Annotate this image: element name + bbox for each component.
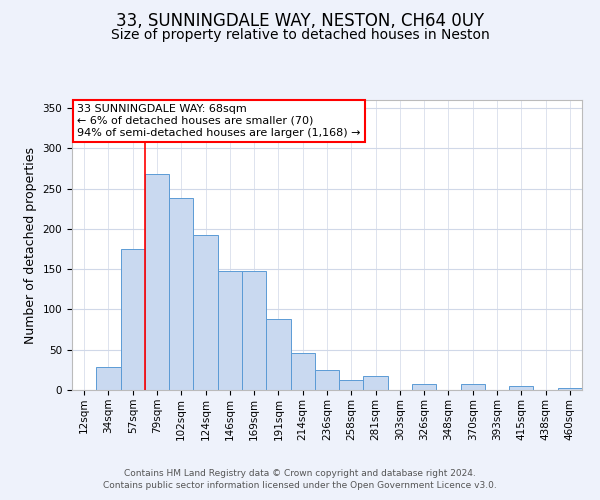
Bar: [145, 174, 169, 390]
Bar: [169, 198, 193, 390]
Text: Size of property relative to detached houses in Neston: Size of property relative to detached ho…: [110, 28, 490, 42]
Y-axis label: Number of detached properties: Number of detached properties: [24, 146, 37, 344]
Bar: [218, 271, 242, 390]
Bar: [558, 388, 582, 390]
Bar: [339, 380, 364, 390]
Bar: [315, 370, 339, 390]
Bar: [96, 368, 121, 390]
Bar: [509, 386, 533, 390]
Bar: [412, 384, 436, 390]
Text: Contains HM Land Registry data © Crown copyright and database right 2024.: Contains HM Land Registry data © Crown c…: [124, 468, 476, 477]
Bar: [364, 376, 388, 390]
Bar: [461, 384, 485, 390]
Bar: [121, 249, 145, 390]
Bar: [266, 319, 290, 390]
Bar: [242, 271, 266, 390]
Text: Contains public sector information licensed under the Open Government Licence v3: Contains public sector information licen…: [103, 481, 497, 490]
Text: 33 SUNNINGDALE WAY: 68sqm
← 6% of detached houses are smaller (70)
94% of semi-d: 33 SUNNINGDALE WAY: 68sqm ← 6% of detach…: [77, 104, 361, 138]
Bar: [193, 236, 218, 390]
Text: 33, SUNNINGDALE WAY, NESTON, CH64 0UY: 33, SUNNINGDALE WAY, NESTON, CH64 0UY: [116, 12, 484, 30]
Bar: [290, 353, 315, 390]
